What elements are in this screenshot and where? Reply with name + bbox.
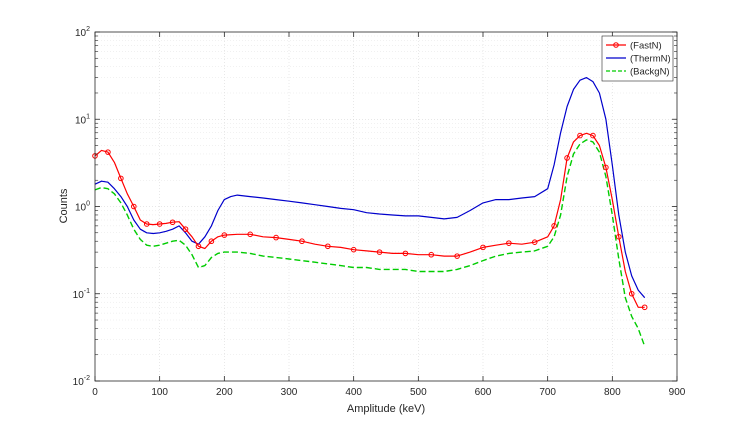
y-tick-label: 100 [75,201,90,214]
series-marker [428,251,435,258]
legend-entry: (ThermN) [630,54,671,65]
x-axis-label: Amplitude (keV) [347,403,425,415]
legend: (FastN) (ThermN) (BackgN) [601,35,674,82]
x-tick-label: 400 [345,387,362,398]
series-marker [564,155,570,161]
x-tick-label: 0 [92,387,98,398]
x-tick-label: 500 [410,387,427,398]
series-marker [551,223,557,229]
x-tick-label: 300 [281,387,298,398]
series-marker [590,132,596,139]
series-line-2 [94,139,646,347]
x-tick-label: 900 [669,387,686,398]
series-marker [273,234,279,241]
y-axis-label: Counts [58,188,70,223]
series-marker [480,244,486,251]
series-line-1 [94,76,646,299]
series-marker [628,290,635,297]
legend-entry: (BackgN) [630,67,670,78]
legend-entry: (FastN) [630,41,662,52]
x-tick-label: 600 [475,387,492,398]
axis-ticks [94,31,678,382]
y-tick-label: 10-1 [73,288,90,301]
series-marker [531,239,538,245]
series-marker [169,219,176,226]
series-layer [92,76,648,347]
series-marker [118,175,124,182]
x-tick-label: 100 [151,387,168,398]
legend-marker [613,42,619,48]
x-tick-label: 200 [216,387,233,398]
series-marker [221,232,228,238]
series-marker [299,238,305,245]
series-marker [143,221,150,227]
y-tick-label: 101 [75,113,90,126]
series-marker [506,240,512,246]
y-tick-label: 102 [75,26,90,39]
series-marker [454,253,460,259]
series-marker [156,221,163,227]
series-marker [247,231,253,238]
series-marker [105,149,111,155]
series-marker [376,249,383,255]
series-marker [182,226,189,232]
x-tick-labels: 0 100 200 300 400 500 600 700 800 900 [92,387,686,398]
series-marker [131,203,137,210]
series-marker [603,164,609,171]
x-tick-label: 800 [604,387,621,398]
series-marker [325,243,331,250]
x-tick-label: 700 [539,387,556,398]
series-marker [402,250,409,257]
series-marker [195,243,202,250]
y-tick-labels: 10-2 10-1 100 101 102 [73,26,90,388]
series-marker [208,238,215,245]
series-marker [577,132,583,139]
series-marker [350,246,357,253]
y-tick-label: 10-2 [73,375,90,388]
series-line-0 [94,132,645,308]
series-marker [616,233,622,240]
series-marker [641,304,648,311]
